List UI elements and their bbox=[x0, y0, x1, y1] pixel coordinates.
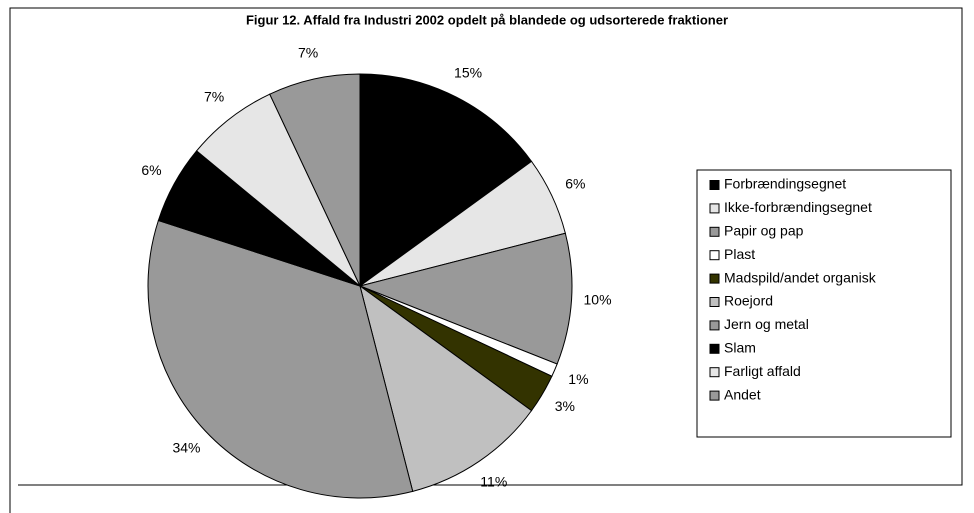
data-label: 7% bbox=[298, 44, 318, 60]
legend-swatch bbox=[709, 320, 720, 331]
legend-swatch bbox=[709, 343, 720, 354]
chart-title: Figur 12. Affald fra Industri 2002 opdel… bbox=[246, 12, 728, 27]
legend-label: Plast bbox=[724, 246, 755, 262]
legend-swatch bbox=[709, 180, 720, 190]
legend-label: Papir og pap bbox=[724, 223, 804, 239]
legend-label: Farligt affald bbox=[724, 363, 801, 379]
data-label: 1% bbox=[568, 371, 588, 387]
data-label: 15% bbox=[454, 65, 482, 81]
legend-swatch bbox=[709, 367, 720, 378]
legend-label: Ikke-forbrændingsegnet bbox=[724, 199, 872, 215]
pie-slice bbox=[359, 284, 533, 492]
pie-slice bbox=[358, 232, 573, 365]
legend-swatch bbox=[709, 226, 720, 237]
data-label: 10% bbox=[584, 292, 612, 308]
pie-slice bbox=[147, 219, 414, 499]
pie-slice bbox=[269, 73, 361, 287]
data-label: 6% bbox=[565, 175, 585, 191]
legend-swatch bbox=[709, 250, 720, 261]
legend-swatch bbox=[709, 203, 720, 214]
legend-swatch bbox=[709, 297, 720, 307]
data-label: 6% bbox=[141, 162, 161, 178]
pie-slice bbox=[359, 73, 533, 287]
data-label: 11% bbox=[480, 474, 507, 490]
legend-label: Jern og metal bbox=[724, 316, 809, 332]
legend-swatch bbox=[709, 390, 720, 401]
chart-frame bbox=[9, 7, 963, 513]
legend-label: Slam bbox=[724, 340, 756, 356]
legend-swatch bbox=[709, 273, 720, 284]
data-label: 3% bbox=[555, 398, 575, 414]
legend-label: Madspild/andet organisk bbox=[724, 269, 877, 285]
legend-box bbox=[696, 169, 952, 438]
data-label: 34% bbox=[172, 440, 200, 456]
data-label: 7% bbox=[204, 89, 224, 105]
legend-label: Andet bbox=[724, 386, 761, 402]
legend-label: Forbrændingsegnet bbox=[724, 176, 846, 192]
legend-label: Roejord bbox=[724, 293, 773, 309]
